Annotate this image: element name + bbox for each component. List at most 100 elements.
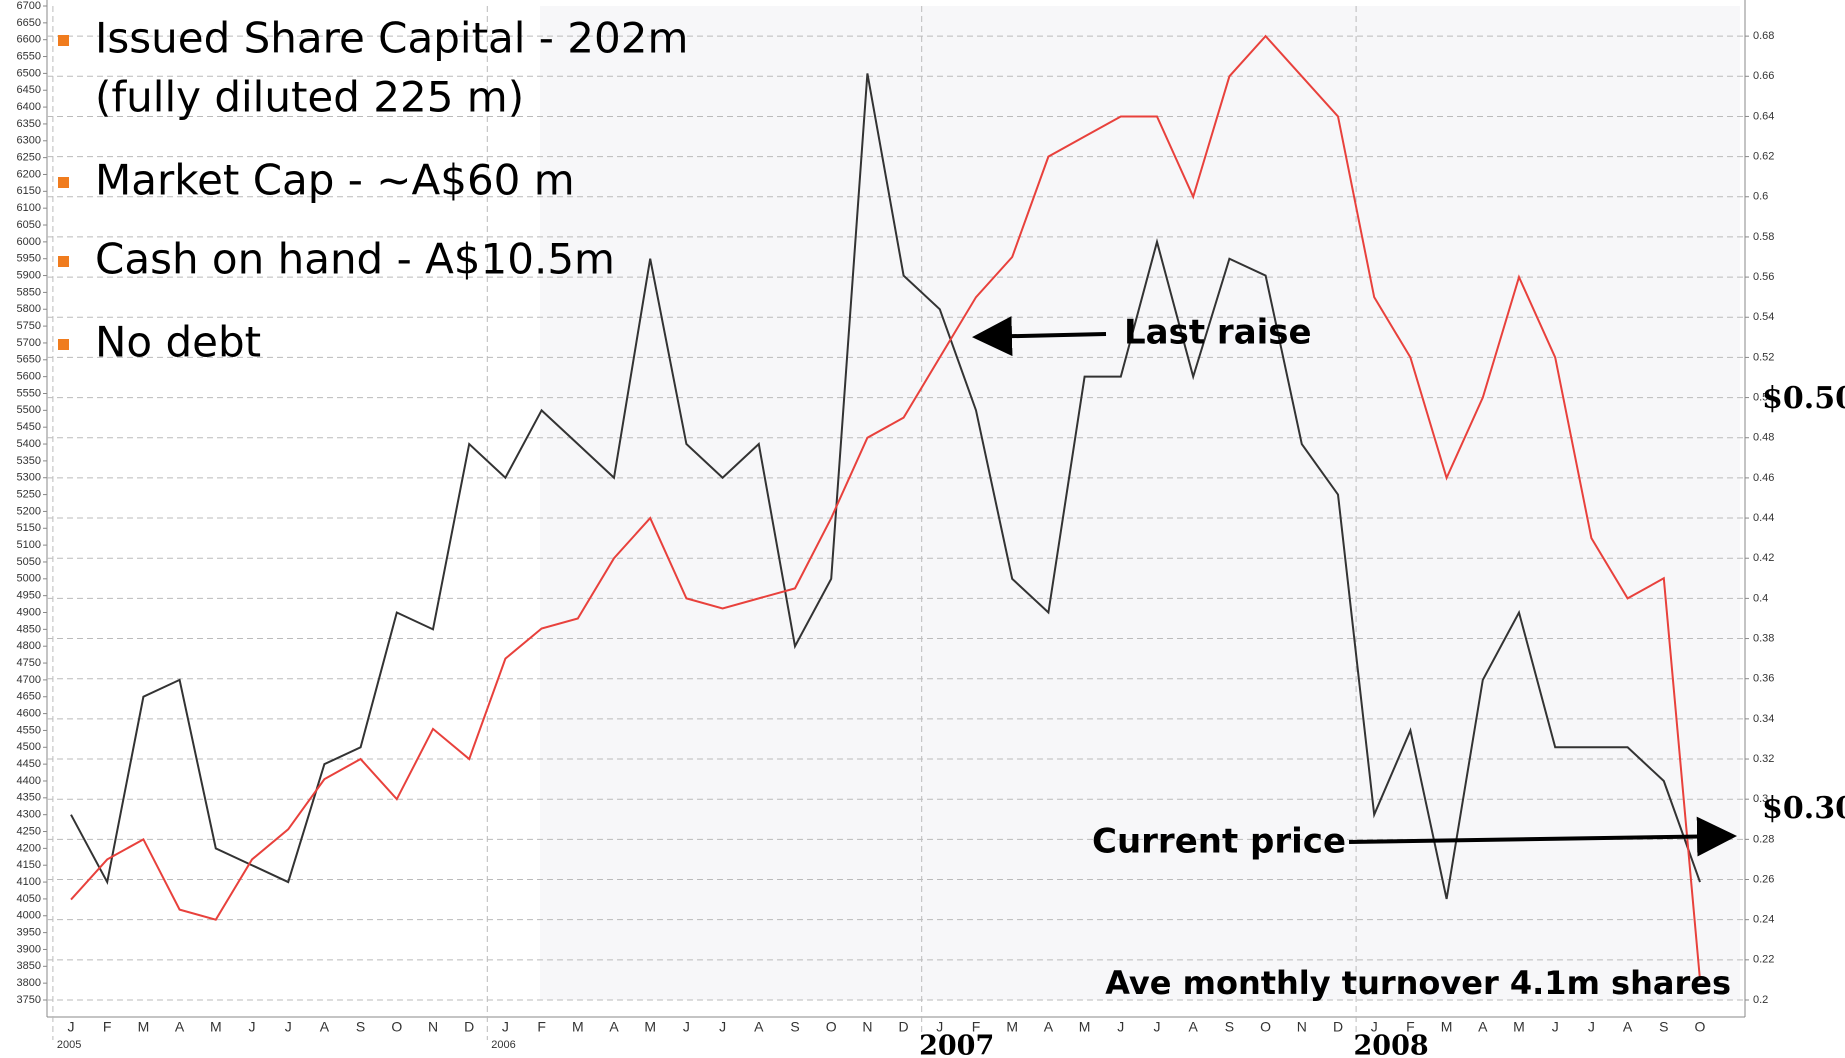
y-tick-label: 4250 — [17, 825, 41, 837]
x-tick-label: J — [719, 1019, 726, 1035]
y-tick-label: 6250 — [17, 152, 41, 164]
x-tick-label: J — [1117, 1019, 1124, 1035]
y-tick-label: 5050 — [17, 556, 41, 568]
annotation: $0.50 — [1762, 381, 1845, 416]
y2-tick-label: 0.46 — [1753, 472, 1774, 484]
y-tick-label: 6350 — [17, 118, 41, 130]
x-tick-label: D — [464, 1019, 474, 1035]
y-tick-label: 5900 — [17, 269, 41, 281]
y-tick-label: 5250 — [17, 488, 41, 500]
y-tick-label: 6300 — [17, 135, 41, 147]
y-tick-label: 4050 — [17, 893, 41, 905]
y-tick-label: 6150 — [17, 185, 41, 197]
x-tick-label: J — [683, 1019, 690, 1035]
y-tick-label: 5100 — [17, 539, 41, 551]
y-tick-label: 5300 — [17, 472, 41, 484]
x-tick-label: J — [1588, 1019, 1595, 1035]
y2-tick-label: 0.62 — [1753, 151, 1774, 163]
y-tick-label: 5850 — [17, 286, 41, 298]
y-tick-label: 6200 — [17, 168, 41, 180]
x-tick-label: M — [210, 1019, 222, 1035]
y-tick-label: 5650 — [17, 354, 41, 366]
y2-tick-label: 0.24 — [1753, 914, 1774, 926]
y2-tick-label: 0.36 — [1753, 673, 1774, 685]
x-tick-label: J — [249, 1019, 256, 1035]
y-tick-label: 5000 — [17, 573, 41, 585]
bullet-marker — [58, 256, 69, 267]
x-tick-label: M — [1441, 1019, 1453, 1035]
bullet-text: Market Cap - ~A$60 m — [95, 156, 575, 205]
year-label: 2007 — [919, 1031, 994, 1058]
y-tick-label: 5500 — [17, 404, 41, 416]
bullet-marker — [58, 35, 69, 46]
y-tick-label: 6700 — [17, 0, 41, 12]
plot-shade — [540, 6, 1740, 1000]
x-tick-label: A — [1189, 1019, 1199, 1035]
y-tick-label: 4750 — [17, 657, 41, 669]
x-tick-label: S — [1225, 1019, 1234, 1035]
x-tick-label: O — [826, 1019, 837, 1035]
x-tick-label: J — [502, 1019, 509, 1035]
x-tick-label: J — [1371, 1019, 1378, 1035]
x-tick-label: F — [103, 1019, 112, 1035]
x-tick-label: N — [1297, 1019, 1307, 1035]
bullet-marker — [58, 339, 69, 350]
x-tick-label: O — [391, 1019, 402, 1035]
y2-tick-label: 0.66 — [1753, 70, 1774, 82]
bullet-marker — [58, 177, 69, 188]
x-tick-label: J — [68, 1019, 75, 1035]
x-tick-label: M — [572, 1019, 584, 1035]
y-tick-label: 4100 — [17, 876, 41, 888]
y2-tick-label: 0.48 — [1753, 432, 1774, 444]
x-tick-label: S — [1659, 1019, 1668, 1035]
y-tick-label: 4650 — [17, 691, 41, 703]
y2-tick-label: 0.52 — [1753, 351, 1774, 363]
arrow — [972, 316, 1107, 357]
x-tick-label: O — [1260, 1019, 1271, 1035]
y-tick-label: 6550 — [17, 50, 41, 62]
bullet-text: (fully diluted 225 m) — [95, 73, 524, 122]
y2-tick-label: 0.58 — [1753, 231, 1774, 243]
x-tick-label: A — [1623, 1019, 1633, 1035]
bullet-text: Issued Share Capital - 202m — [95, 14, 688, 63]
x-tick-label: F — [972, 1019, 981, 1035]
annotation: $0.30 — [1762, 791, 1845, 826]
x-tick-label: A — [175, 1019, 185, 1035]
y-tick-label: 6400 — [17, 101, 41, 113]
x-tick-label: J — [285, 1019, 292, 1035]
y-tick-label: 6100 — [17, 202, 41, 214]
y-tick-label: 4500 — [17, 741, 41, 753]
y-tick-label: 6650 — [17, 17, 41, 29]
x-tick-label: A — [1044, 1019, 1054, 1035]
y-tick-label: 4800 — [17, 640, 41, 652]
y-tick-label: 4350 — [17, 792, 41, 804]
y-tick-label: 6000 — [17, 236, 41, 248]
y-tick-label: 5400 — [17, 438, 41, 450]
y2-tick-label: 0.38 — [1753, 632, 1774, 644]
bullet-text: Cash on hand - A$10.5m — [95, 235, 615, 284]
x-tick-label: M — [1513, 1019, 1525, 1035]
y-tick-label: 5950 — [17, 253, 41, 265]
bullet-text: No debt — [95, 318, 261, 367]
y2-tick-label: 0.42 — [1753, 552, 1774, 564]
y2-tick-label: 0.64 — [1753, 110, 1774, 122]
y-tick-label: 4450 — [17, 758, 41, 770]
y-tick-label: 3750 — [17, 994, 41, 1006]
year-label: 2008 — [1354, 1031, 1429, 1058]
y2-tick-label: 0.34 — [1753, 713, 1774, 725]
year-label: 2005 — [57, 1039, 81, 1051]
y-tick-label: 6600 — [17, 34, 41, 46]
x-tick-label: N — [862, 1019, 872, 1035]
y-tick-label: 4400 — [17, 775, 41, 787]
y2-tick-label: 0.5 — [1753, 391, 1768, 403]
y-tick-label: 4550 — [17, 724, 41, 736]
annotation: Ave monthly turnover 4.1m shares — [1105, 964, 1731, 1002]
y-tick-label: 4200 — [17, 842, 41, 854]
y2-tick-label: 0.56 — [1753, 271, 1774, 283]
x-tick-label: A — [1478, 1019, 1488, 1035]
x-tick-label: S — [790, 1019, 799, 1035]
x-tick-label: A — [754, 1019, 764, 1035]
series-line — [70, 34, 1701, 981]
x-tick-label: J — [1552, 1019, 1559, 1035]
y2-tick-label: 0.54 — [1753, 311, 1774, 323]
